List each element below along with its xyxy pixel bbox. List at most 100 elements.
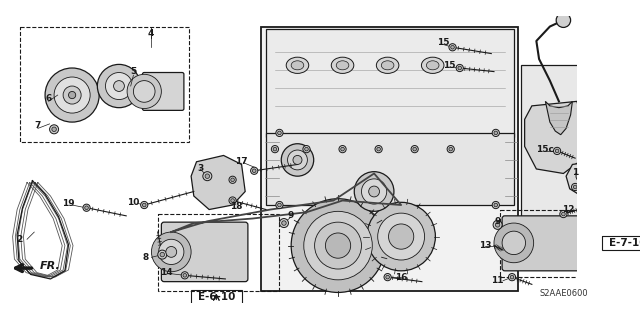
Circle shape xyxy=(49,125,59,134)
Ellipse shape xyxy=(291,61,304,70)
Circle shape xyxy=(52,127,56,131)
Circle shape xyxy=(560,211,567,218)
Circle shape xyxy=(127,74,161,108)
Circle shape xyxy=(63,86,81,104)
Text: 5: 5 xyxy=(131,67,136,76)
Circle shape xyxy=(378,213,424,260)
Text: 3: 3 xyxy=(197,165,204,174)
Circle shape xyxy=(54,77,90,113)
Circle shape xyxy=(133,81,155,102)
Circle shape xyxy=(362,179,387,204)
Circle shape xyxy=(315,222,362,269)
Circle shape xyxy=(554,147,561,154)
Circle shape xyxy=(494,223,534,263)
Text: 10: 10 xyxy=(127,198,140,207)
Circle shape xyxy=(449,147,452,151)
Circle shape xyxy=(152,232,191,272)
Circle shape xyxy=(355,172,394,211)
Circle shape xyxy=(458,66,461,70)
FancyBboxPatch shape xyxy=(143,72,184,110)
Circle shape xyxy=(84,206,88,210)
Circle shape xyxy=(229,197,236,204)
Circle shape xyxy=(273,147,276,151)
Circle shape xyxy=(141,201,148,209)
Circle shape xyxy=(572,183,579,190)
Text: 15c: 15c xyxy=(536,145,554,154)
Circle shape xyxy=(97,64,141,108)
Text: FR.: FR. xyxy=(40,261,60,271)
Circle shape xyxy=(375,145,382,153)
Circle shape xyxy=(181,272,188,279)
Polygon shape xyxy=(191,155,245,210)
Bar xyxy=(602,236,640,250)
Circle shape xyxy=(502,231,525,255)
Circle shape xyxy=(271,145,278,153)
Circle shape xyxy=(287,150,307,170)
Bar xyxy=(191,290,241,304)
Text: 9: 9 xyxy=(495,217,500,226)
Ellipse shape xyxy=(381,61,394,70)
Circle shape xyxy=(556,13,571,27)
Circle shape xyxy=(447,145,454,153)
Circle shape xyxy=(303,145,310,153)
Bar xyxy=(266,133,514,205)
Text: 16: 16 xyxy=(395,273,408,282)
Circle shape xyxy=(278,203,281,207)
Circle shape xyxy=(510,275,514,279)
FancyBboxPatch shape xyxy=(161,222,248,282)
Circle shape xyxy=(494,203,497,207)
Circle shape xyxy=(281,144,314,176)
FancyBboxPatch shape xyxy=(502,216,587,271)
Polygon shape xyxy=(566,162,600,196)
Circle shape xyxy=(113,81,124,92)
Circle shape xyxy=(159,239,184,264)
Circle shape xyxy=(278,131,281,135)
Circle shape xyxy=(573,185,577,189)
Circle shape xyxy=(384,273,391,281)
Circle shape xyxy=(83,204,90,211)
Text: 2: 2 xyxy=(17,235,23,244)
Text: 15: 15 xyxy=(443,61,455,70)
Circle shape xyxy=(556,149,559,153)
Circle shape xyxy=(451,46,454,49)
Text: 8: 8 xyxy=(143,253,149,262)
Circle shape xyxy=(166,247,177,257)
Polygon shape xyxy=(525,101,586,174)
Circle shape xyxy=(576,171,587,182)
Circle shape xyxy=(183,273,187,277)
Text: 11: 11 xyxy=(492,276,504,285)
Circle shape xyxy=(157,250,167,259)
Circle shape xyxy=(293,155,302,165)
Text: 12: 12 xyxy=(562,205,574,214)
Text: 9: 9 xyxy=(287,211,294,220)
Circle shape xyxy=(304,211,372,280)
Circle shape xyxy=(305,147,308,151)
Ellipse shape xyxy=(286,57,308,73)
Text: 7: 7 xyxy=(35,121,41,130)
Circle shape xyxy=(456,64,463,71)
Text: 13: 13 xyxy=(479,241,492,250)
Circle shape xyxy=(160,252,164,257)
Circle shape xyxy=(231,199,234,202)
Circle shape xyxy=(367,202,435,271)
Ellipse shape xyxy=(332,57,354,73)
Circle shape xyxy=(492,129,499,137)
Circle shape xyxy=(231,178,234,182)
Circle shape xyxy=(388,224,413,249)
Circle shape xyxy=(280,219,289,227)
Circle shape xyxy=(251,167,258,174)
Circle shape xyxy=(369,186,380,197)
Circle shape xyxy=(377,147,380,151)
Circle shape xyxy=(495,223,500,227)
Circle shape xyxy=(411,145,419,153)
Circle shape xyxy=(68,92,76,99)
Circle shape xyxy=(276,129,283,137)
Circle shape xyxy=(291,199,385,293)
Circle shape xyxy=(449,44,456,51)
Text: 14: 14 xyxy=(161,268,173,277)
Circle shape xyxy=(203,172,212,181)
Text: 19: 19 xyxy=(62,199,75,208)
Bar xyxy=(521,65,582,227)
Text: 15: 15 xyxy=(437,38,450,47)
Circle shape xyxy=(492,201,499,209)
